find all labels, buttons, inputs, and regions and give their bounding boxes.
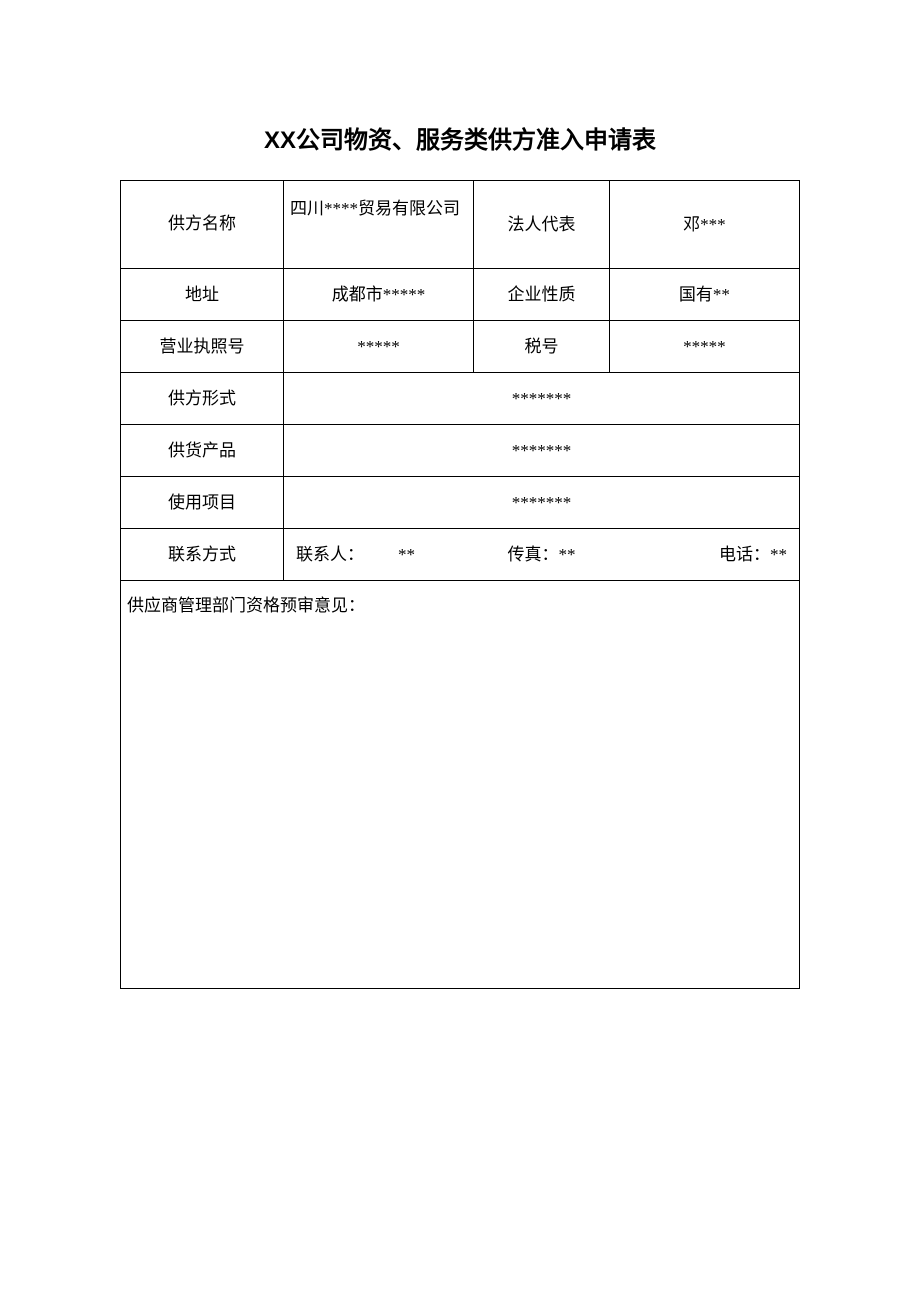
tax-value: ***** bbox=[609, 321, 799, 373]
form-title: XX公司物资、服务类供方准入申请表 bbox=[120, 120, 800, 155]
supply-form-value: ******* bbox=[283, 373, 799, 425]
use-project-value: ******* bbox=[283, 477, 799, 529]
application-form-table: 供方名称 四川****贸易有限公司 法人代表 邓*** 地址 成都市***** … bbox=[120, 180, 800, 989]
supplier-name-label: 供方名称 bbox=[121, 181, 284, 269]
supply-product-label: 供货产品 bbox=[121, 425, 284, 477]
enterprise-nature-label: 企业性质 bbox=[474, 269, 610, 321]
contact-fax: 传真：** bbox=[460, 536, 624, 573]
use-project-label: 使用项目 bbox=[121, 477, 284, 529]
address-value: 成都市***** bbox=[283, 269, 473, 321]
contact-person: 联系人： ** bbox=[294, 536, 460, 573]
supplier-name-value: 四川****贸易有限公司 bbox=[283, 181, 473, 269]
license-value: ***** bbox=[283, 321, 473, 373]
table-row: 供应商管理部门资格预审意见： bbox=[121, 581, 800, 989]
table-row: 营业执照号 ***** 税号 ***** bbox=[121, 321, 800, 373]
table-row: 供方形式 ******* bbox=[121, 373, 800, 425]
table-row: 使用项目 ******* bbox=[121, 477, 800, 529]
supply-form-label: 供方形式 bbox=[121, 373, 284, 425]
enterprise-nature-value: 国有** bbox=[609, 269, 799, 321]
tax-label: 税号 bbox=[474, 321, 610, 373]
contact-phone: 电话：** bbox=[623, 536, 789, 573]
table-row: 地址 成都市***** 企业性质 国有** bbox=[121, 269, 800, 321]
legal-rep-value: 邓*** bbox=[609, 181, 799, 269]
table-row: 供方名称 四川****贸易有限公司 法人代表 邓*** bbox=[121, 181, 800, 269]
license-label: 营业执照号 bbox=[121, 321, 284, 373]
legal-rep-label: 法人代表 bbox=[474, 181, 610, 269]
table-row: 联系方式 联系人： ** 传真：** 电话：** bbox=[121, 529, 800, 581]
table-row: 供货产品 ******* bbox=[121, 425, 800, 477]
contact-label: 联系方式 bbox=[121, 529, 284, 581]
opinion-cell: 供应商管理部门资格预审意见： bbox=[121, 581, 800, 989]
contact-details-cell: 联系人： ** 传真：** 电话：** bbox=[283, 529, 799, 581]
supply-product-value: ******* bbox=[283, 425, 799, 477]
address-label: 地址 bbox=[121, 269, 284, 321]
